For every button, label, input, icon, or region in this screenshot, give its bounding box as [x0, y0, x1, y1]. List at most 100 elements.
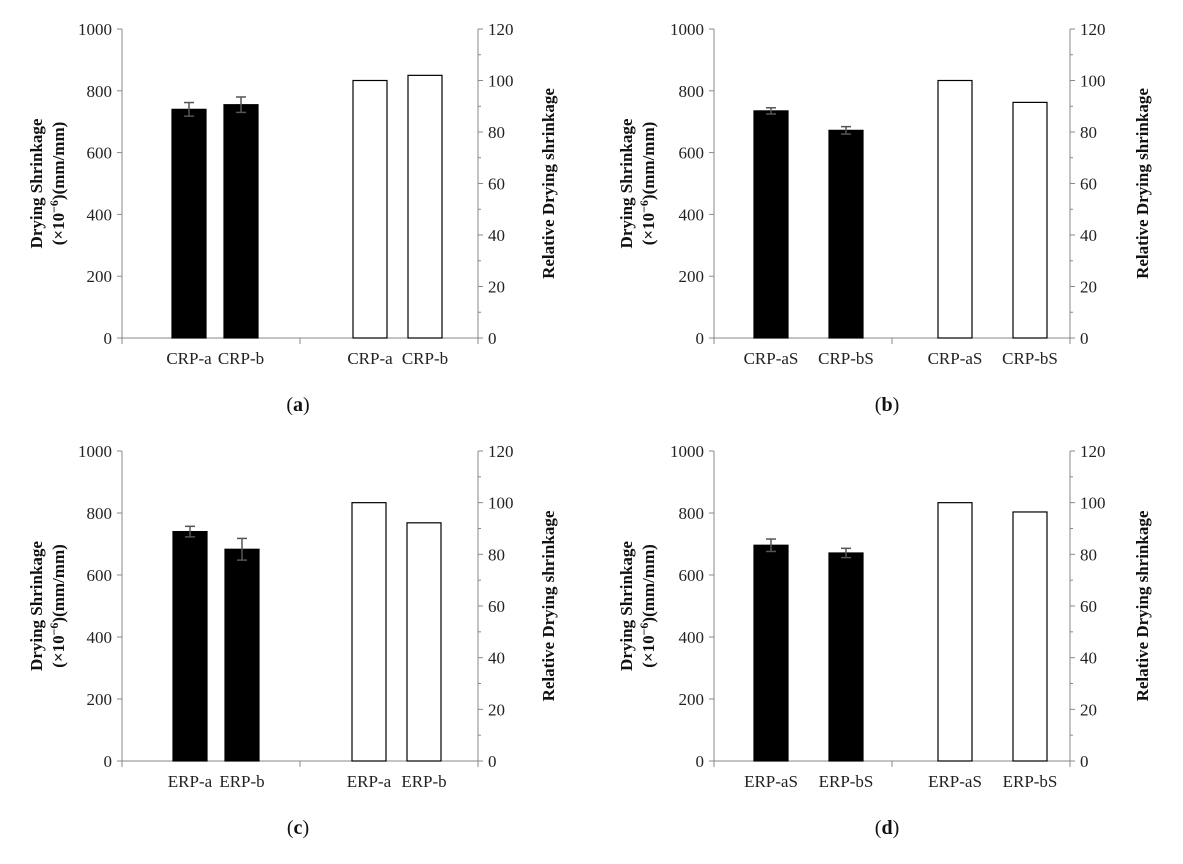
category-label: ERP-bS: [819, 772, 874, 791]
left-tick-label: 800: [679, 504, 705, 523]
caption-letter: d: [881, 817, 892, 839]
category-label: ERP-b: [401, 772, 446, 791]
chart-panel-c: 0 200 400 600 800 1000 0 20 40 60 80 100 120 ERP-a ERP…: [27, 442, 558, 839]
bar-CRP-a: [352, 79, 388, 339]
caption-letter: b: [881, 394, 892, 416]
right-axis-label: Relative Drying shrinkage: [539, 510, 558, 701]
category-label: ERP-a: [168, 772, 213, 791]
bar-CRP-b: [223, 104, 259, 339]
left-axis-unit-label: (×10−6)(mm/mm): [637, 122, 658, 246]
right-tick-label: 80: [488, 123, 505, 142]
right-tick-label: 120: [488, 20, 514, 39]
right-tick-label: 100: [1080, 72, 1106, 91]
right-tick-label: 0: [1080, 329, 1089, 348]
caption-open: (: [287, 817, 294, 839]
bar-CRP-a: [171, 108, 207, 339]
category-label: ERP-aS: [744, 772, 798, 791]
right-tick-label: 0: [488, 752, 497, 771]
left-tick-label: 200: [87, 267, 113, 286]
bar-ERP-b: [406, 522, 442, 762]
left-tick-label: 600: [679, 144, 705, 163]
left-tick-label: 600: [87, 144, 113, 163]
bar-CRP-aS: [753, 110, 789, 339]
left-axis-unit-label: (×10−6)(mm/mm): [47, 122, 68, 246]
unit-prefix: (×10: [49, 213, 68, 245]
right-tick-label: 100: [488, 494, 514, 513]
category-label: CRP-b: [218, 349, 264, 368]
unit-exponent: −6: [47, 623, 61, 636]
caption-close: ): [893, 394, 900, 416]
left-tick-label: 400: [87, 628, 113, 647]
left-axis-label: Drying Shrinkage: [27, 541, 46, 671]
left-axis-unit-label: (×10−6)(mm/mm): [47, 544, 68, 668]
right-tick-label: 60: [488, 597, 505, 616]
panel-caption: (a): [286, 394, 309, 416]
bar-ERP-bS: [1012, 511, 1048, 762]
left-tick-label: 0: [696, 752, 705, 771]
right-tick-label: 20: [1080, 278, 1097, 297]
right-tick-label: 100: [488, 72, 514, 91]
right-tick-label: 20: [488, 278, 505, 297]
category-label: CRP-a: [347, 349, 393, 368]
right-tick-label: 40: [488, 226, 505, 245]
category-label: ERP-bS: [1003, 772, 1058, 791]
category-label: CRP-a: [166, 349, 212, 368]
right-tick-label: 100: [1080, 494, 1106, 513]
left-tick-label: 1000: [78, 442, 112, 461]
left-tick-label: 0: [104, 329, 113, 348]
bar-CRP-bS: [1012, 101, 1048, 339]
left-tick-label: 200: [679, 267, 705, 286]
left-tick-label: 600: [679, 566, 705, 585]
bar-CRP-aS: [937, 79, 973, 339]
left-tick-label: 200: [679, 690, 705, 709]
right-tick-label: 40: [1080, 649, 1097, 668]
unit-suffix: )(mm/mm): [639, 544, 658, 622]
left-tick-label: 200: [87, 690, 113, 709]
category-label: CRP-aS: [744, 349, 799, 368]
unit-prefix: (×10: [639, 213, 658, 245]
unit-prefix: (×10: [639, 635, 658, 667]
bar-ERP-aS: [937, 502, 973, 762]
right-tick-label: 120: [488, 442, 514, 461]
right-tick-label: 120: [1080, 20, 1106, 39]
left-axis-label: Drying Shrinkage: [617, 541, 636, 671]
unit-exponent: −6: [637, 200, 651, 213]
caption-open: (: [875, 817, 882, 839]
left-tick-label: 0: [696, 329, 705, 348]
caption-close: ): [302, 817, 309, 839]
left-tick-label: 400: [679, 205, 705, 224]
left-tick-label: 800: [679, 82, 705, 101]
left-tick-label: 400: [679, 628, 705, 647]
bar-ERP-a: [351, 502, 387, 762]
caption-close: ): [893, 817, 900, 839]
category-label: CRP-b: [402, 349, 448, 368]
category-label: ERP-a: [347, 772, 392, 791]
left-tick-label: 800: [87, 82, 113, 101]
left-tick-label: 600: [87, 566, 113, 585]
unit-suffix: )(mm/mm): [49, 122, 68, 200]
unit-exponent: −6: [47, 200, 61, 213]
left-tick-label: 1000: [670, 20, 704, 39]
category-label: ERP-b: [219, 772, 264, 791]
right-tick-label: 60: [1080, 597, 1097, 616]
category-label: CRP-bS: [818, 349, 874, 368]
bar-ERP-b: [224, 548, 260, 762]
right-tick-label: 20: [488, 700, 505, 719]
bar-ERP-bS: [828, 552, 864, 762]
right-axis-label: Relative Drying shrinkage: [1133, 510, 1152, 701]
caption-letter: c: [294, 817, 303, 839]
right-tick-label: 80: [488, 545, 505, 564]
left-tick-label: 1000: [670, 442, 704, 461]
unit-exponent: −6: [637, 623, 651, 636]
caption-open: (: [286, 394, 293, 416]
category-label: CRP-bS: [1002, 349, 1058, 368]
right-axis-label: Relative Drying shrinkage: [539, 88, 558, 279]
left-axis-label: Drying Shrinkage: [27, 118, 46, 248]
chart-panel-b: 0 200 400 600 800 1000 0 20 40 60 80 100 120 CRP-aS CR…: [617, 20, 1152, 416]
left-axis-unit-label: (×10−6)(mm/mm): [637, 544, 658, 668]
bar-CRP-b: [407, 74, 443, 339]
caption-open: (: [875, 394, 882, 416]
right-tick-label: 60: [488, 175, 505, 194]
